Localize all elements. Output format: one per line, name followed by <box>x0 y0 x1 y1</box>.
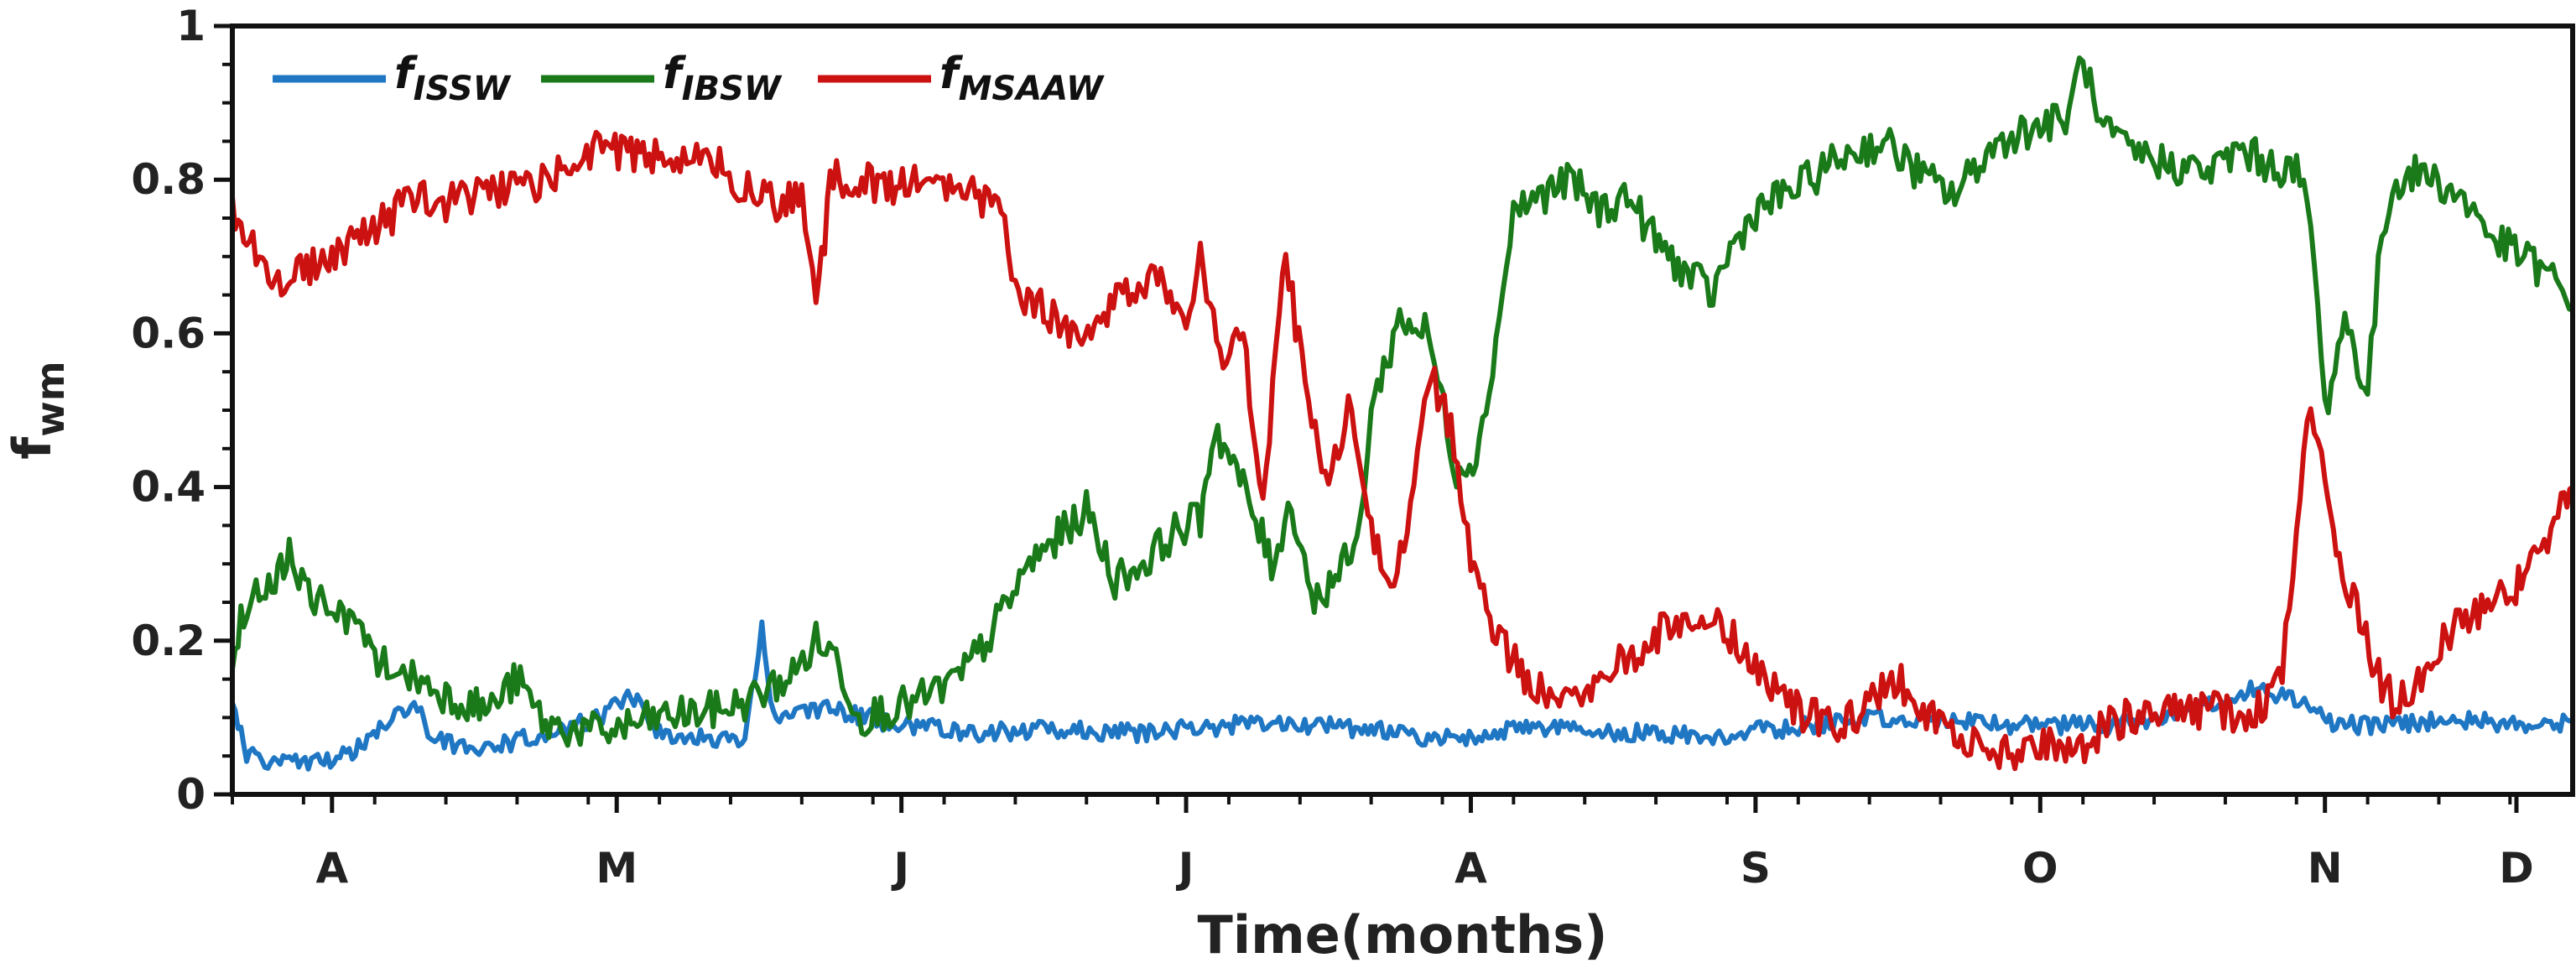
x-tick-label: M <box>596 844 637 893</box>
legend-label-ibsw: fIBSW <box>663 49 783 108</box>
series-line-msaaw <box>230 129 2574 772</box>
y-axis: 0 0.2 0.4 0.6 0.8 1 <box>131 2 232 819</box>
x-tick-label: J <box>1176 844 1194 893</box>
y-tick-label: 1 <box>176 2 206 50</box>
y-tick-label: 0.2 <box>131 617 206 665</box>
x-tick-label: D <box>2499 844 2534 893</box>
series-layer <box>230 55 2574 772</box>
x-tick-label: O <box>2022 844 2058 893</box>
y-axis-title: fwm <box>2 361 73 459</box>
legend-label-issw: fISSW <box>394 49 512 108</box>
x-tick-label: S <box>1741 844 1771 893</box>
legend: fISSW fIBSW fMSAAW <box>273 49 1105 108</box>
y-tick-label: 0.4 <box>131 463 206 512</box>
x-axis-title: Time(months) <box>1198 904 1608 963</box>
legend-label-msaaw: fMSAAW <box>939 49 1105 108</box>
plot-frame <box>230 23 2575 797</box>
y-tick-label: 0.8 <box>131 155 206 204</box>
x-tick-label: N <box>2308 844 2343 893</box>
series-line-ibsw <box>230 55 2574 748</box>
plot-background <box>232 26 2573 794</box>
x-tick-label: J <box>891 844 909 893</box>
y-tick-label: 0.6 <box>131 309 206 357</box>
y-tick-label: 0 <box>176 770 206 819</box>
x-tick-label: A <box>315 844 348 893</box>
x-tick-label: A <box>1455 844 1487 893</box>
